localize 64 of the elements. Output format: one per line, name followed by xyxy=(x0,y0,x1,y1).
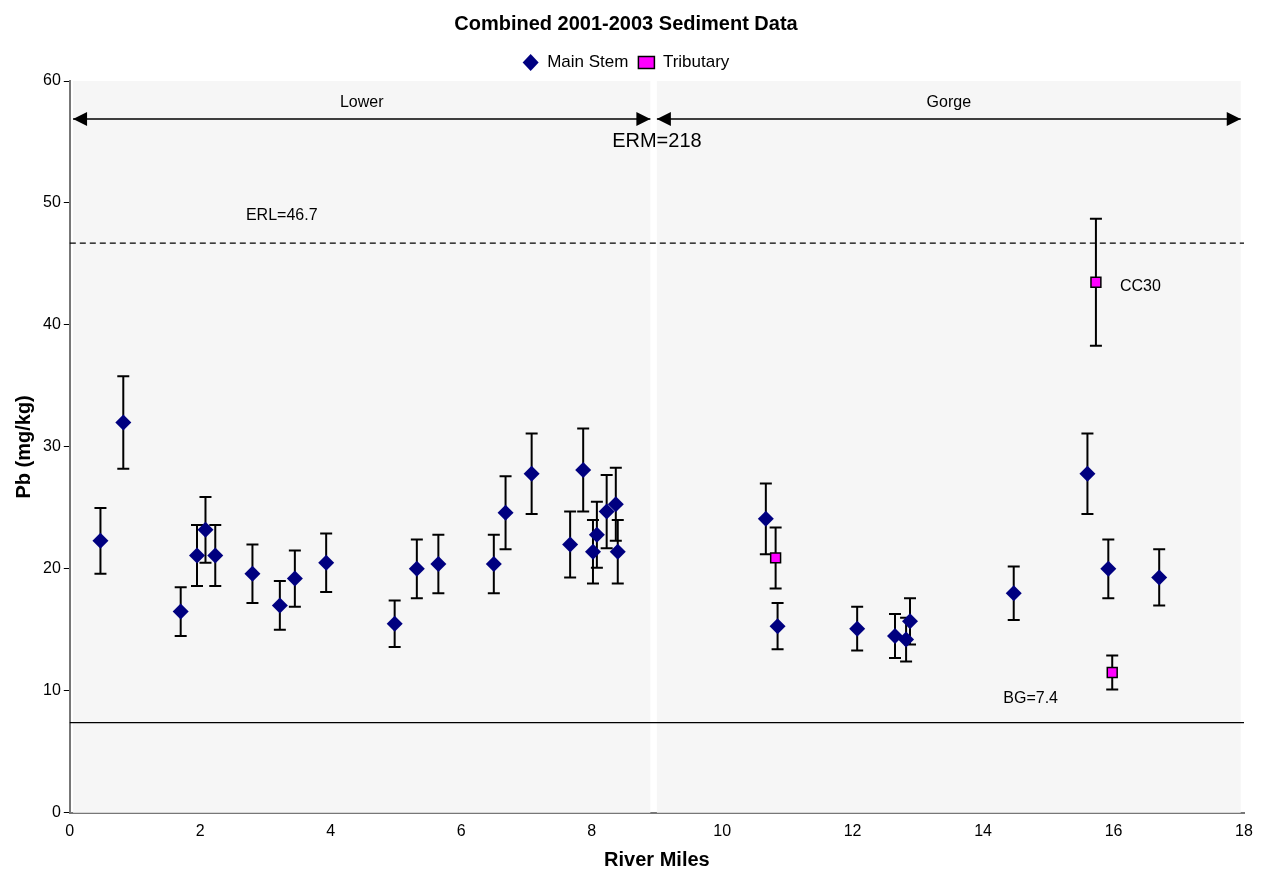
point xyxy=(244,565,261,582)
point xyxy=(408,560,425,577)
x-tick-label: 10 xyxy=(713,821,732,839)
point xyxy=(769,618,786,635)
point xyxy=(207,547,224,564)
point xyxy=(902,613,918,630)
point xyxy=(1090,276,1102,288)
point xyxy=(562,536,579,553)
x-tick-label: 18 xyxy=(1235,821,1253,839)
annotation: CC30 xyxy=(1119,276,1161,294)
y-tick-label: 50 xyxy=(43,193,61,211)
point xyxy=(769,552,782,564)
point xyxy=(485,555,502,572)
y-tick-label: 0 xyxy=(51,803,61,821)
point xyxy=(115,414,132,431)
legend-label: Main Stem xyxy=(547,52,629,72)
band-label: Gorge xyxy=(926,93,972,111)
point xyxy=(189,547,205,564)
y-axis-title: Pb (mg/kg) xyxy=(11,395,34,499)
point xyxy=(172,603,189,620)
point xyxy=(609,543,626,560)
x-tick-label: 16 xyxy=(1104,821,1123,839)
y-tick-label: 20 xyxy=(43,559,61,577)
y-tick-label: 30 xyxy=(43,437,61,455)
chart-title: Combined 2001-2003 Sediment Data xyxy=(454,11,799,34)
y-tick-label: 40 xyxy=(43,315,61,333)
point xyxy=(849,620,866,637)
point xyxy=(588,526,605,543)
point xyxy=(430,555,447,572)
y-tick-label: 10 xyxy=(43,681,61,699)
point xyxy=(286,570,303,587)
point xyxy=(318,554,335,571)
point xyxy=(1106,666,1118,679)
point xyxy=(386,615,403,632)
x-axis-title: River Miles xyxy=(604,847,710,870)
y-tick-label: 60 xyxy=(43,71,61,89)
point xyxy=(92,532,109,549)
point xyxy=(1100,560,1117,577)
point xyxy=(1005,585,1022,602)
ref-line-label: BG=7.4 xyxy=(1003,688,1059,706)
x-tick-label: 0 xyxy=(65,821,75,839)
point xyxy=(584,543,601,560)
point xyxy=(757,510,774,527)
annotation: ERM=218 xyxy=(612,128,702,151)
x-tick-label: 6 xyxy=(456,821,466,839)
x-tick-label: 2 xyxy=(195,821,205,839)
x-tick-label: 8 xyxy=(587,821,597,839)
point xyxy=(497,504,514,521)
legend-label: Tributary xyxy=(662,52,730,72)
point xyxy=(271,597,288,614)
x-tick-label: 14 xyxy=(974,821,993,839)
point xyxy=(1151,569,1168,586)
point xyxy=(1079,465,1096,482)
point xyxy=(197,521,214,538)
point xyxy=(887,627,903,644)
point xyxy=(898,631,915,648)
point xyxy=(607,496,624,513)
ref-line-label: ERL=46.7 xyxy=(245,205,318,223)
point xyxy=(575,462,592,479)
x-tick-label: 4 xyxy=(326,821,336,839)
point xyxy=(598,503,615,520)
x-tick-label: 12 xyxy=(843,821,862,839)
point xyxy=(523,465,540,482)
band-label: Lower xyxy=(339,93,385,111)
